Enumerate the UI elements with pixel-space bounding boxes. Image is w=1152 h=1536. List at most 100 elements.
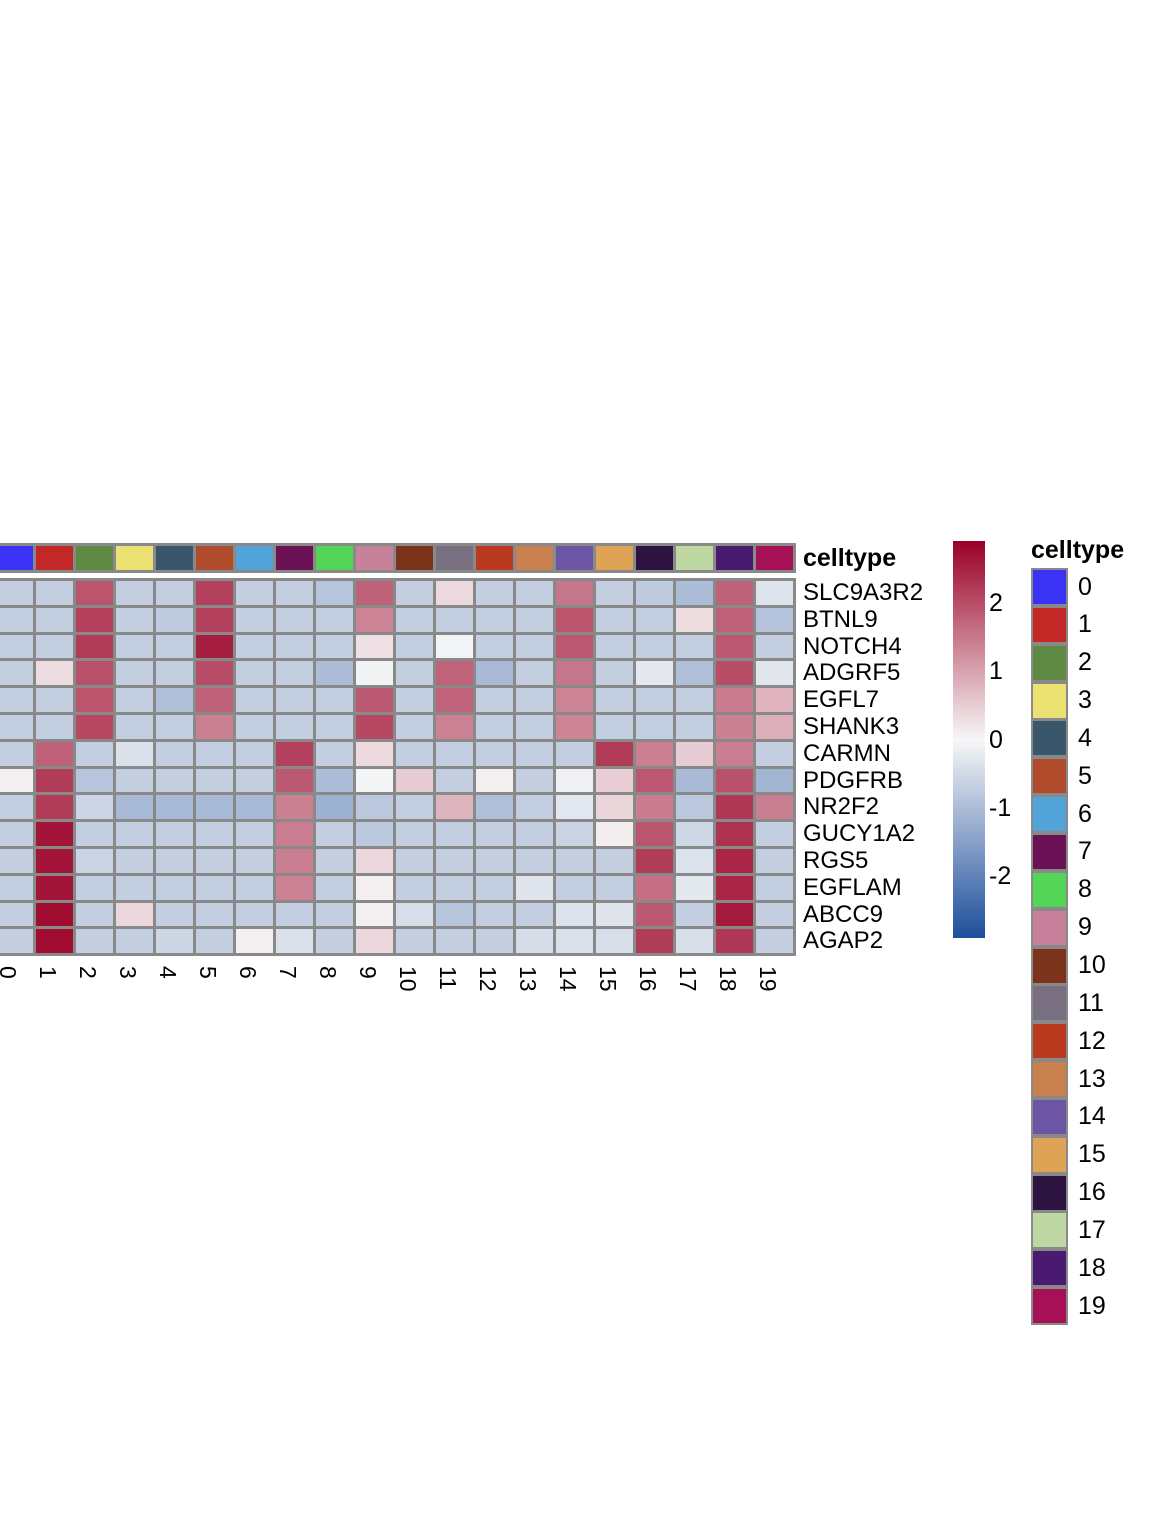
heatmap-cell [636,741,673,766]
legend-swatch [1031,1022,1068,1061]
column-label: 3 [114,966,141,979]
heatmap-cell [316,607,353,632]
heatmap-cell [596,875,633,900]
heatmap-cell [396,902,433,927]
heatmap-cell [156,902,193,927]
legend-item-label: 5 [1078,761,1092,790]
heatmap-cell [436,768,473,793]
column-label: 7 [274,966,301,979]
heatmap-cell [356,795,393,820]
heatmap-cell [396,581,433,605]
legend-swatch [1031,1211,1068,1250]
column-annotation-cell-2 [76,546,113,570]
column-label: 19 [754,966,781,992]
heatmap-cell [156,688,193,712]
column-annotation-cell-9 [356,546,393,570]
legend-item: 9 [1031,908,1152,947]
column-annotation-cell-14 [556,546,593,570]
column-annotation-cell-5 [196,546,233,570]
heatmap-cell [236,714,273,739]
heatmap-cell [156,795,193,820]
heatmap-cell [516,875,553,900]
heatmap-cell [436,848,473,873]
heatmap-cell [396,661,433,686]
heatmap-cell [556,741,593,766]
heatmap-cell [236,768,273,793]
heatmap-cell [396,714,433,739]
heatmap-cell [196,661,233,686]
row-label: SHANK3 [803,712,900,740]
heatmap-cell [596,848,633,873]
heatmap-cell [556,634,593,659]
column-label: 6 [234,966,261,979]
heatmap-cell [716,848,753,873]
row-label: EGFLAM [803,873,902,901]
heatmap-cell [636,822,673,846]
heatmap-cell [636,902,673,927]
heatmap-cell [676,875,713,900]
heatmap-cell [76,741,113,766]
heatmap-cell [556,661,593,686]
column-label: 8 [314,966,341,979]
heatmap-cell [316,581,353,605]
heatmap-cell [596,929,633,954]
heatmap-cell [76,768,113,793]
legend-item-label: 12 [1078,1026,1106,1055]
heatmap-cell [76,795,113,820]
colorbar-tick-label: -1 [989,793,1012,822]
heatmap-cell [156,822,193,846]
legend-swatch [1031,643,1068,682]
heatmap-cell [316,875,353,900]
heatmap-cell [476,848,513,873]
heatmap-cell [756,661,793,686]
heatmap-cell [76,634,113,659]
heatmap-cell [436,741,473,766]
column-label: 16 [634,966,661,992]
heatmap-cell [556,875,593,900]
heatmap-cell [436,661,473,686]
heatmap-cell [276,581,313,605]
heatmap-cell [396,795,433,820]
heatmap-cell [276,714,313,739]
legend-item: 17 [1031,1211,1152,1250]
heatmap-cell [316,848,353,873]
row-label: AGAP2 [803,927,884,955]
heatmap-cell [636,848,673,873]
row-label: RGS5 [803,846,869,874]
heatmap-cell [676,688,713,712]
column-annotation-cell-11 [436,546,473,570]
heatmap-cell [516,848,553,873]
legend-item: 11 [1031,984,1152,1023]
legend-item: 10 [1031,946,1152,985]
heatmap-cell [676,822,713,846]
heatmap-cell [676,902,713,927]
row-label: ABCC9 [803,900,884,928]
heatmap-cell [716,768,753,793]
heatmap-cell [516,795,553,820]
heatmap-cell [356,741,393,766]
heatmap-cell [356,634,393,659]
legend-item: 4 [1031,719,1152,758]
heatmap-cell [356,688,393,712]
heatmap-cell [116,688,153,712]
column-label: 9 [354,966,381,979]
legend-swatch [1031,946,1068,985]
heatmap-cell [116,768,153,793]
legend-item-label: 13 [1078,1064,1106,1093]
heatmap-cell [116,795,153,820]
heatmap-cell [556,607,593,632]
heatmap-cell [236,848,273,873]
heatmap-cell [36,634,73,659]
column-annotation-cell-8 [316,546,353,570]
heatmap-cell [356,822,393,846]
legend-item: 8 [1031,870,1152,909]
heatmap-cell [676,661,713,686]
legend-item-label: 10 [1078,951,1106,979]
heatmap-cell [716,634,753,659]
heatmap-cell [236,661,273,686]
heatmap-cell [516,634,553,659]
heatmap-cell [0,581,33,605]
heatmap-cell [756,848,793,873]
heatmap-cell [396,607,433,632]
heatmap-cell [36,607,73,632]
